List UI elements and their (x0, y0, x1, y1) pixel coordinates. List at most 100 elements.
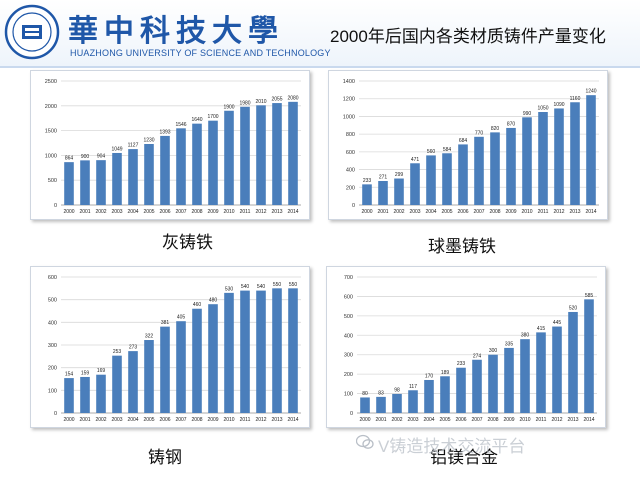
bar (362, 184, 372, 205)
data-label: 1546 (175, 122, 186, 128)
data-label: 380 (521, 333, 530, 339)
x-tick-label: 2003 (111, 209, 122, 215)
data-label: 2055 (271, 97, 282, 103)
x-tick-label: 2009 (505, 209, 516, 215)
x-tick-label: 2008 (487, 417, 498, 423)
data-label: 117 (409, 384, 417, 390)
data-label: 1049 (111, 146, 122, 152)
x-tick-label: 2012 (551, 417, 562, 423)
data-label: 1700 (207, 114, 218, 120)
y-tick-label: 0 (352, 203, 355, 209)
bar (96, 160, 106, 205)
bar-chart-gray-iron: 0 500 1000 1500 2000 2500 864 2000 900 2001 904 200… (45, 79, 301, 215)
data-label: 550 (273, 282, 282, 288)
x-tick-label: 2002 (95, 417, 106, 423)
y-tick-label: 100 (48, 388, 57, 394)
bar (538, 112, 548, 205)
bar (568, 311, 578, 413)
bar (64, 378, 74, 413)
data-label: 1127 (128, 143, 139, 149)
bar (376, 396, 386, 413)
bar (552, 326, 562, 413)
bar (504, 347, 514, 413)
data-label: 2010 (255, 99, 266, 105)
data-label: 990 (523, 111, 532, 117)
x-tick-label: 2010 (521, 209, 532, 215)
bar (426, 155, 436, 205)
wechat-icon (356, 434, 374, 449)
bar (392, 393, 402, 413)
data-label: 233 (363, 178, 372, 184)
x-tick-label: 2005 (439, 417, 450, 423)
data-label: 560 (427, 149, 436, 155)
chart-panel-cast-steel: 0 100 200 300 400 500 600 154 2000 159 2001 169 2002… (30, 266, 310, 428)
bar (394, 178, 404, 205)
y-tick-label: 1000 (343, 114, 355, 120)
x-tick-label: 2000 (359, 417, 370, 423)
y-tick-label: 400 (48, 320, 57, 326)
y-tick-label: 0 (54, 411, 57, 417)
bar (410, 163, 420, 205)
bar (272, 103, 282, 205)
y-tick-label: 2500 (45, 79, 57, 85)
data-label: 1160 (570, 96, 581, 102)
x-tick-label: 2007 (471, 417, 482, 423)
y-tick-label: 600 (344, 294, 353, 300)
bar (472, 359, 482, 413)
bar (208, 120, 218, 205)
caption-cast-steel: 铸钢 (148, 448, 182, 467)
data-label: 98 (394, 387, 400, 393)
x-tick-label: 2000 (361, 209, 372, 215)
x-tick-label: 2008 (191, 209, 202, 215)
bar (458, 144, 468, 205)
bar (112, 355, 122, 413)
data-label: 1393 (159, 129, 170, 135)
x-tick-label: 2009 (207, 417, 218, 423)
data-label: 1240 (585, 89, 596, 95)
y-tick-label: 500 (48, 178, 57, 184)
y-tick-label: 200 (48, 366, 57, 372)
data-label: 1980 (239, 100, 250, 106)
data-label: 540 (257, 284, 266, 290)
data-label: 335 (505, 341, 514, 347)
data-label: 520 (569, 305, 578, 311)
y-tick-label: 400 (344, 333, 353, 339)
x-tick-label: 2009 (503, 417, 514, 423)
bar (128, 149, 138, 205)
y-tick-label: 200 (344, 372, 353, 378)
y-tick-label: 600 (346, 150, 355, 156)
bar (288, 101, 298, 205)
y-tick-label: 500 (344, 314, 353, 320)
x-tick-label: 2012 (553, 209, 564, 215)
x-tick-label: 2011 (536, 417, 547, 423)
data-label: 83 (378, 390, 384, 396)
bar (506, 127, 516, 205)
bar (208, 304, 218, 413)
bar (112, 152, 122, 205)
bar-chart-cast-steel: 0 100 200 300 400 500 600 154 2000 159 2001 169 2002… (48, 275, 301, 423)
bar (570, 102, 580, 205)
x-tick-label: 2014 (585, 209, 596, 215)
data-label: 415 (537, 326, 546, 332)
data-label: 159 (81, 370, 90, 376)
x-tick-label: 2000 (63, 417, 74, 423)
x-tick-label: 2004 (127, 417, 138, 423)
data-label: 1900 (223, 104, 234, 110)
x-tick-label: 2003 (111, 417, 122, 423)
y-tick-label: 600 (48, 275, 57, 281)
x-tick-label: 2011 (240, 417, 251, 423)
x-tick-label: 2007 (175, 209, 186, 215)
bar (224, 110, 234, 205)
bar (160, 326, 170, 413)
x-tick-label: 2006 (159, 209, 170, 215)
bar (440, 376, 450, 413)
x-tick-label: 2013 (569, 209, 580, 215)
x-tick-label: 2001 (79, 209, 90, 215)
x-tick-label: 2012 (255, 209, 266, 215)
x-tick-label: 2002 (391, 417, 402, 423)
x-tick-label: 2004 (425, 209, 436, 215)
y-tick-label: 400 (346, 168, 355, 174)
data-label: 80 (362, 391, 368, 397)
bar (522, 117, 532, 205)
data-label: 864 (65, 156, 74, 162)
